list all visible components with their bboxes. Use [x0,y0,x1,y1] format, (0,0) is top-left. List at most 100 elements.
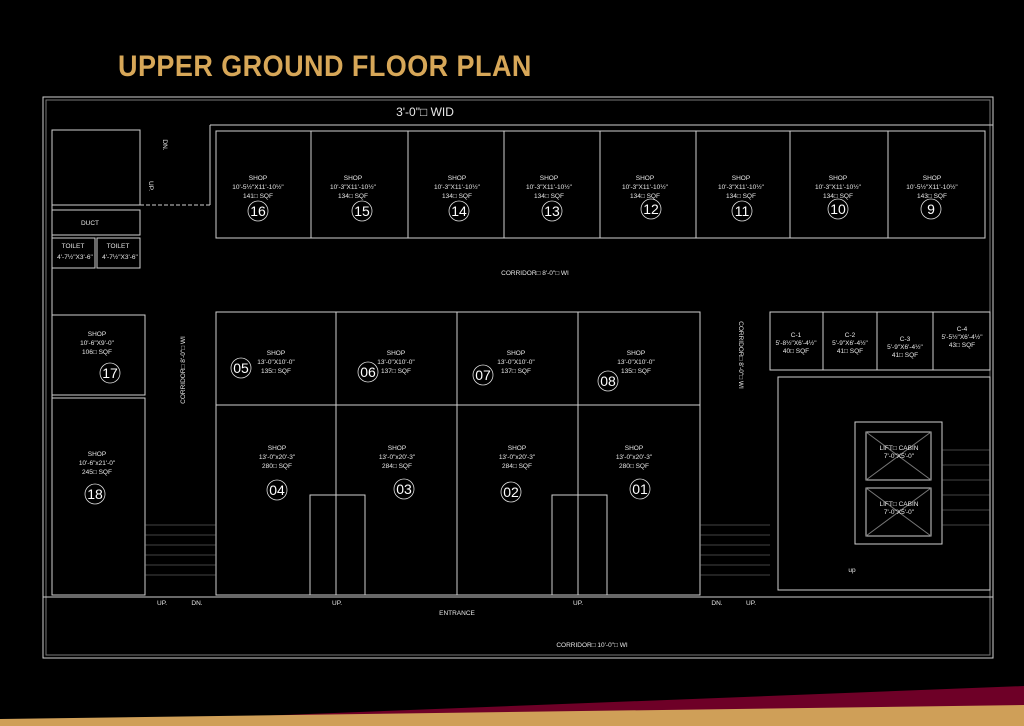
shop-number: 04 [269,482,285,498]
shop-05[interactable]: SHOP 13'-0"X10'-0" 135□ SQF 05 [230,350,295,379]
shop-type: SHOP [267,350,285,357]
shop-area: 135□ SQF [261,368,291,375]
shop-number: 13 [544,203,560,219]
shop-number-circle [393,478,415,500]
shop-type: SHOP [636,175,654,182]
toilet-1-label: TOILET [62,243,85,250]
cabin-2[interactable]: C-25'-9"X6'-4½"41□ SQF [832,312,878,370]
shop-type: SHOP [923,175,941,182]
shop-type: SHOP [508,445,526,452]
shop-size: 13'-0"X10'-0" [617,359,655,366]
entrance-label: ENTRANCE [439,610,475,617]
shop-number: 10 [830,201,846,217]
shop-area: 134□ SQF [534,193,564,200]
shop-number-circle [640,198,662,220]
shop-type: SHOP [540,175,558,182]
shop-08[interactable]: SHOP 13'-0"X10'-0" 135□ SQF 08 [597,350,655,392]
shop-type: SHOP [625,445,643,452]
shop-area: 284□ SQF [382,463,412,470]
shop-size: 10'-3"X11'-10½" [622,183,669,191]
shop-number-circle [266,479,288,501]
shop-type: SHOP [829,175,847,182]
shop-number: 08 [600,373,616,389]
lift-name: LIFT□ CABIN [880,445,919,452]
shop-number: 11 [735,203,750,219]
corridor-left-label: CORRIDOR□ 8'-0"□ WI [180,336,187,404]
shop-number: 06 [360,364,376,380]
shop-07[interactable]: SHOP 13'-0"X10'-0" 137□ SQF 07 [472,350,535,386]
shop-06[interactable]: SHOP 13'-0"X10'-0" 137□ SQF 06 [357,350,415,383]
shop-type: SHOP [268,445,286,452]
cabin-3[interactable]: C-35'-9"X6'-4½"41□ SQF [887,312,934,370]
shop-number-circle [357,361,379,383]
bottom-mark: UP. [157,600,167,607]
cabin-name: C-3 [900,336,911,343]
lift-size: 7'-0"X5'-0" [884,509,915,516]
cabin-size: 5'-8½"X6'-4½" [775,339,817,347]
lift-name: LIFT□ CABIN [880,501,919,508]
shop-number-circle [472,364,494,386]
corridor-right-label: CORRIDOR□ 8'-0"□ WI [737,321,744,389]
top-passage-label: 3'-0"□ WID [396,105,454,119]
shop-size: 10'-3"X11'-10½" [526,183,573,191]
cabin-name: C-1 [791,332,802,339]
shop-type: SHOP [732,175,750,182]
shop-type: SHOP [627,350,645,357]
gold-stripe [0,705,1024,726]
shop-number: 18 [87,486,103,502]
duct-label: DUCT [81,220,99,227]
shop-18[interactable]: SHOP 10'-6"x21'-0" 245□ SQF 18 [79,451,116,505]
shop-size: 10'-5½"X11'-10½" [906,183,958,191]
shop-size: 13'-0"x20'-3" [499,454,536,461]
shop-number-circle [448,200,470,222]
shop-number-circle [351,200,373,222]
shop-area: 137□ SQF [501,368,531,375]
shop-number-circle [920,198,942,220]
shop-area: 134□ SQF [823,193,853,200]
shop-size: 10'-6"x21'-0" [79,460,116,467]
shop-number: 01 [632,481,648,497]
shop-type: SHOP [387,350,405,357]
shop-type: SHOP [88,451,106,458]
shop-number-circle [827,198,849,220]
shop-type: SHOP [344,175,362,182]
shop-size: 13'-0"X10'-0" [257,359,295,366]
shop-04[interactable]: SHOP 13'-0"x20'-3" 280□ SQF 04 [259,445,296,501]
toilet-1-size: 4'-7½"X3'-6" [57,253,93,261]
shop-area: 137□ SQF [381,368,411,375]
shop-number-circle [500,481,522,503]
cabin-4[interactable]: C-45'-5½"X6'-4½"43□ SQF [941,326,983,349]
cabin-name: C-4 [957,326,968,333]
cabin-area: 41□ SQF [892,352,918,359]
cabin-1[interactable]: C-15'-8½"X6'-4½"40□ SQF [775,312,824,370]
shop-area: 284□ SQF [502,463,532,470]
bottom-mark: UP. [332,600,342,607]
shop-03[interactable]: SHOP 13'-0"x20'-3" 284□ SQF 03 [379,445,416,500]
bottom-mark: DN. [711,600,722,607]
shop-number: 15 [354,203,370,219]
shop-17[interactable]: SHOP 10'-6"X9'-0" 106□ SQF 17 [80,331,121,384]
shop-area: 280□ SQF [619,463,649,470]
shop-size: 10'-5½"X11'-10½" [232,183,284,191]
shop-01[interactable]: SHOP 13'-0"x20'-3" 280□ SQF 01 [616,445,653,500]
shop-size: 13'-0"x20'-3" [616,454,653,461]
shop-size: 10'-3"X11'-10½" [815,183,862,191]
shop-number-circle [99,362,121,384]
shop-area: 280□ SQF [262,463,292,470]
bottom-mark: UP. [746,600,756,607]
shop-02[interactable]: SHOP 13'-0"x20'-3" 284□ SQF 02 [499,445,536,503]
shop-number-circle [629,478,651,500]
shop-area: 134□ SQF [338,193,368,200]
